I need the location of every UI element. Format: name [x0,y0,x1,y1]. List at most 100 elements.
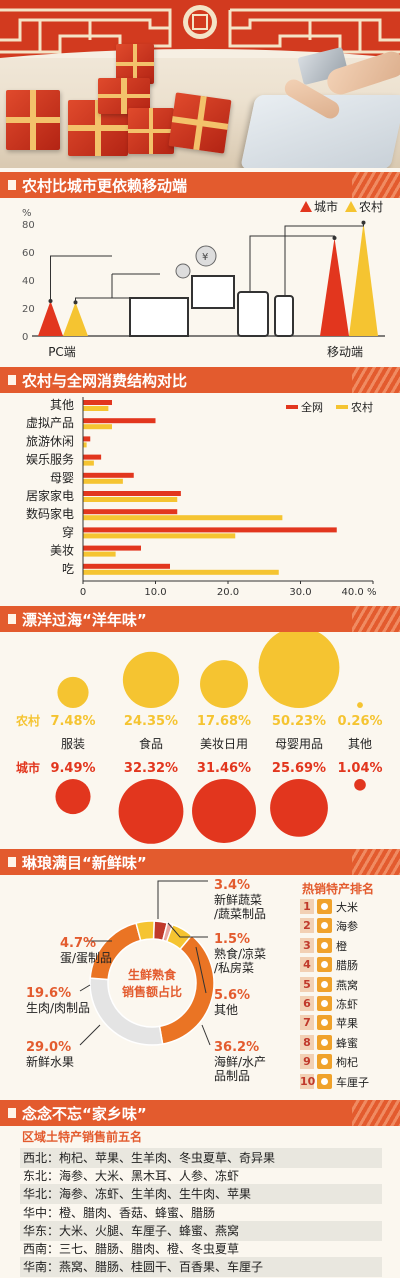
region-row: 东北：海参、大米、黑木耳、人参、冻虾 [23,1169,240,1184]
ranking-item: 2 海参 [296,917,396,935]
rank-label: 橙 [336,939,347,953]
rank-number: 8 [300,1034,314,1050]
bar [83,545,141,551]
ranking-item: 4 腊肠 [296,956,396,974]
bar [83,460,94,466]
ranking-item: 5 燕窝 [296,976,396,994]
ranking-item: 10 车厘子 [296,1073,396,1091]
bar [83,569,279,575]
bar [83,424,112,430]
x-tick-label: 30.0 [289,587,311,598]
legend-label: 全网 [301,400,323,414]
legend-swatch [300,201,312,212]
region-table-subtitle: 区域土特产销售前五名 [22,1130,143,1144]
y-axis-unit: % [22,208,32,219]
rank-label: 枸杞 [336,1056,358,1070]
bubble-city [118,779,184,844]
value-label: 1.04% [337,761,382,776]
slice-percent-label: 1.5% [214,932,250,947]
value-label: 24.35% [124,714,178,729]
banner-image [0,0,400,168]
value-label: 9.49% [50,761,95,776]
rank-number: 1 [300,899,314,914]
slice-name-label: 熟食/凉菜 [214,946,266,961]
yuan-coin-icon [175,263,191,279]
legend-swatch [336,405,348,409]
region-row: 华中：橙、腊肉、香菇、蜂蜜、腊肠 [23,1205,216,1220]
connector-line [249,235,335,292]
category-label: 母婴 [50,471,74,485]
bubble-rural [357,702,363,708]
product-icon [317,937,332,953]
category-label: 其他 [348,737,372,751]
connector-line [75,297,130,303]
y-tick-label: 60 [22,248,35,259]
value-label: 32.32% [124,761,178,776]
category-label: 母婴用品 [275,737,323,751]
bubble-rural [258,632,340,708]
region-row: 西北：枸杞、苹果、生羊肉、冬虫夏草、奇异果 [20,1148,382,1168]
legend-label: 城市 [314,199,338,214]
bar [83,527,337,533]
bar [83,509,178,515]
bubble-rural [200,660,248,708]
laptop-icon [129,297,189,337]
ranking-item: 1 大米 [296,898,396,916]
rank-label: 燕窝 [336,978,358,992]
section-header: 农村与全网消费结构对比 [0,367,400,393]
product-icon [317,1015,332,1031]
ranking-item: 7 苹果 [296,1014,396,1032]
section-title: 农村与全网消费结构对比 [22,372,188,390]
rank-number: 5 [300,976,314,992]
category-label: 美妆日用 [200,737,248,751]
leader-line [79,984,91,992]
legend-swatch [345,201,357,212]
rank-label: 冻虾 [336,998,358,1011]
slice-percent-label: 4.7% [60,936,96,951]
category-label: 旅游休闲 [26,434,74,448]
slice-percent-label: 29.0% [26,1040,71,1055]
legend-label: 农村 [359,200,383,214]
slice-name-label: 海鲜/水产 [214,1054,266,1069]
x-tick-label: 20.0 [217,587,239,598]
category-label: 美妆 [50,544,74,558]
category-label: 食品 [139,736,163,751]
section-title: 念念不忘“家乡味” [22,1105,147,1123]
section-header: 农村比城市更依赖移动端 [0,172,400,198]
bar [83,533,236,539]
leader-line [201,1024,211,1046]
bubble-rural [57,676,89,708]
category-label: 服装 [61,737,85,751]
y-tick-label: 20 [22,304,35,315]
ranking-item: 9 枸杞 [296,1053,396,1071]
bar [83,454,102,460]
region-row: 华北：海参、冻虾、生羊肉、生牛肉、苹果 [20,1184,382,1205]
rank-number: 9 [300,1054,314,1070]
bar [83,563,170,569]
bar [83,478,123,484]
triangle-bar [320,238,349,336]
rank-label: 车厘子 [336,1075,369,1089]
category-label: 数码家电 [26,506,74,521]
y-tick-label: 0 [22,332,28,343]
value-label: 31.46% [197,761,251,776]
bar [83,515,283,521]
donut-slice [135,920,155,942]
bar [83,497,178,502]
x-tick-label: 40.0 % [342,587,377,598]
category-label: 虚拟产品 [26,416,74,430]
slice-percent-label: 36.2% [214,1040,259,1055]
rank-label: 腊肠 [336,959,358,973]
category-label: 居家家电 [26,488,74,503]
triangle-bar [38,301,63,336]
yuan-coin-icon [195,245,217,267]
product-icon [317,918,332,934]
bubble-city [55,779,91,815]
rank-number: 7 [300,1015,314,1031]
bar [83,472,134,478]
row-label: 农村 [15,713,40,728]
value-label: 17.68% [197,714,251,729]
